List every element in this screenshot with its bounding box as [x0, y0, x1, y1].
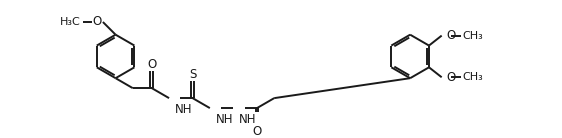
Text: O: O [92, 15, 102, 28]
Text: NH: NH [216, 113, 233, 126]
Text: NH: NH [175, 103, 192, 116]
Text: CH₃: CH₃ [462, 72, 483, 82]
Text: O: O [252, 125, 261, 138]
Text: O: O [446, 71, 455, 84]
Text: CH₃: CH₃ [462, 31, 483, 41]
Text: H₃C: H₃C [60, 17, 81, 27]
Text: O: O [147, 58, 156, 71]
Text: O: O [446, 29, 455, 42]
Text: S: S [189, 68, 196, 81]
Text: NH: NH [239, 113, 257, 126]
